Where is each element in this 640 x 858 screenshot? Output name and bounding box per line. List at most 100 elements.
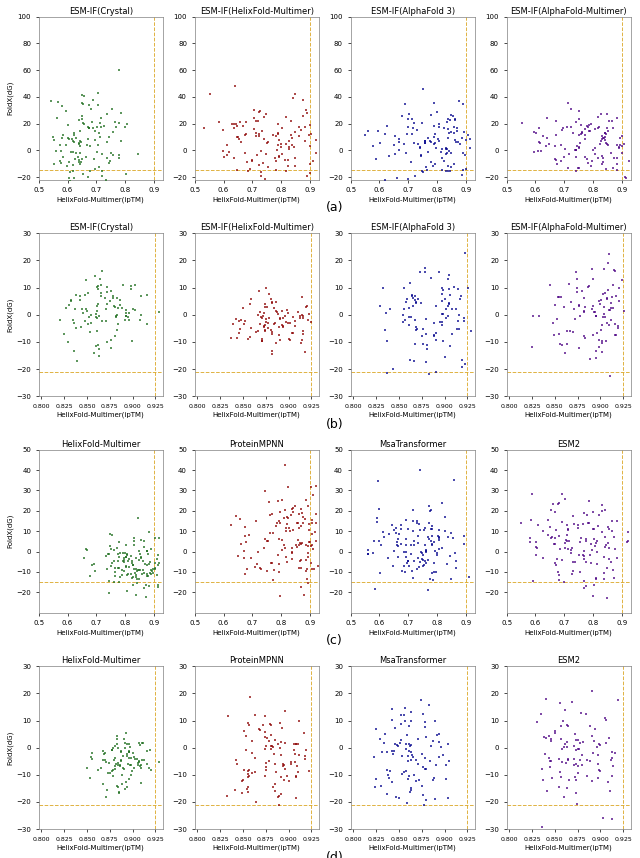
X-axis label: HelixFold-Multimer(ipTM): HelixFold-Multimer(ipTM)	[369, 196, 456, 202]
Point	[137, 753, 147, 767]
Point	[284, 775, 294, 789]
Point	[572, 766, 582, 780]
Point	[434, 735, 444, 749]
Point	[573, 161, 583, 175]
Point	[424, 504, 435, 517]
Point	[600, 162, 611, 176]
Point	[538, 129, 548, 142]
Point	[396, 733, 406, 746]
Point	[281, 551, 291, 565]
Point	[131, 279, 141, 293]
Point	[436, 151, 447, 165]
Point	[276, 788, 286, 801]
Point	[273, 137, 283, 151]
Point	[120, 306, 131, 320]
Point	[274, 798, 284, 812]
Point	[562, 740, 572, 754]
Point	[287, 547, 297, 560]
Point	[429, 137, 440, 151]
Point	[305, 139, 315, 153]
Point	[269, 757, 280, 770]
Point	[402, 556, 412, 570]
Point	[252, 148, 262, 162]
Point	[262, 136, 272, 149]
Point	[259, 533, 269, 547]
Point	[234, 315, 244, 329]
Point	[418, 82, 428, 96]
Point	[285, 334, 296, 347]
Point	[422, 131, 433, 145]
Point	[541, 692, 552, 706]
Point	[281, 110, 291, 124]
Point	[587, 302, 597, 316]
Point	[136, 308, 146, 322]
Point	[143, 547, 153, 561]
X-axis label: HelixFold-Multimer(ipTM): HelixFold-Multimer(ipTM)	[525, 412, 612, 418]
Point	[260, 281, 271, 295]
Point	[570, 312, 580, 326]
Point	[296, 553, 306, 566]
Point	[69, 171, 79, 184]
Point	[291, 770, 301, 784]
Point	[94, 160, 104, 173]
Point	[218, 123, 228, 136]
Point	[563, 752, 573, 765]
Point	[437, 281, 447, 295]
Point	[406, 538, 417, 552]
Point	[613, 321, 623, 335]
Point	[230, 752, 241, 766]
Point	[448, 109, 458, 123]
Point	[287, 541, 298, 555]
Point	[568, 555, 578, 569]
Point	[119, 762, 129, 776]
Point	[313, 559, 323, 573]
Point	[266, 742, 276, 756]
Point	[426, 135, 436, 148]
Point	[260, 315, 271, 329]
Point	[397, 767, 408, 781]
Point	[415, 555, 425, 569]
Point	[106, 743, 116, 757]
Point	[245, 690, 255, 704]
Point	[96, 289, 106, 303]
Point	[408, 524, 419, 538]
Point	[259, 297, 269, 311]
Point	[279, 538, 289, 552]
Point	[243, 780, 253, 794]
Point	[294, 508, 304, 522]
Point	[415, 140, 425, 154]
Point	[596, 335, 607, 348]
Point	[119, 553, 129, 567]
Point	[438, 282, 448, 296]
Point	[561, 757, 571, 770]
Point	[549, 329, 559, 342]
Point	[122, 547, 132, 560]
Point	[604, 247, 614, 261]
Point	[399, 137, 409, 151]
Point	[591, 571, 601, 584]
Point	[417, 337, 428, 351]
Point	[459, 537, 469, 551]
Point	[417, 553, 427, 566]
Point	[131, 565, 141, 578]
Point	[542, 112, 552, 125]
Point	[437, 307, 447, 321]
Point	[431, 299, 441, 312]
Point	[604, 541, 614, 555]
Point	[152, 578, 163, 592]
Point	[428, 574, 438, 588]
Point	[92, 120, 102, 134]
Point	[303, 576, 313, 589]
Point	[148, 562, 158, 576]
Point	[454, 94, 464, 108]
Point	[90, 564, 100, 577]
Point	[605, 147, 616, 160]
Point	[232, 130, 243, 144]
Point	[607, 745, 617, 758]
Point	[111, 309, 121, 323]
Point	[222, 138, 232, 152]
Point	[399, 765, 410, 779]
Point	[300, 300, 310, 314]
Point	[529, 145, 539, 159]
Point	[93, 99, 103, 112]
